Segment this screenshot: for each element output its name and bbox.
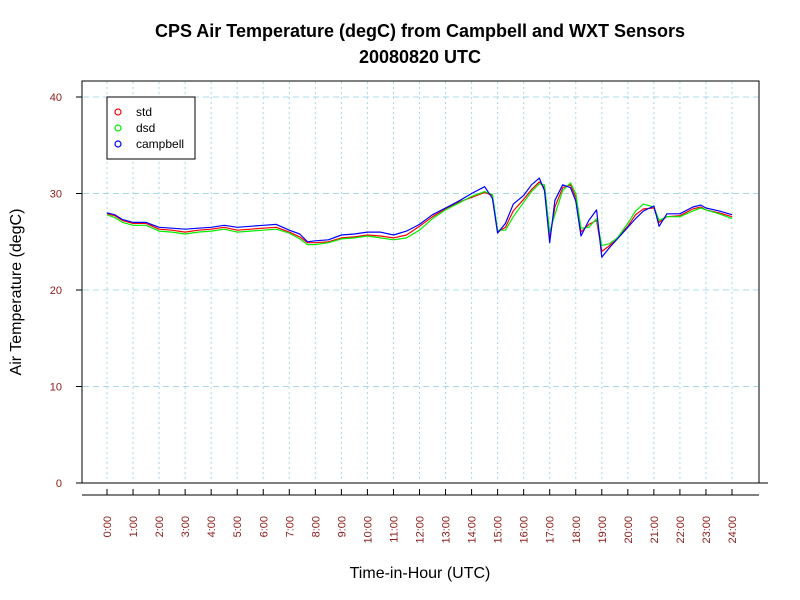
- x-tick-label-3: 3:00: [180, 516, 192, 537]
- y-tick-label-0: 0: [56, 478, 62, 490]
- x-tick-label-2: 2:00: [154, 516, 166, 537]
- x-tick-label-5: 5:00: [232, 516, 244, 537]
- x-tick-label-10: 10:00: [362, 516, 374, 544]
- x-tick-label-4: 4:00: [206, 516, 218, 537]
- x-tick-label-16: 16:00: [519, 516, 531, 544]
- legend-marker-dsd: [114, 124, 122, 132]
- x-tick-label-6: 6:00: [258, 516, 270, 537]
- x-tick-label-24: 24:00: [727, 516, 739, 544]
- legend: std dsd campbell: [106, 96, 196, 160]
- series: [106, 177, 733, 258]
- x-tick-label-19: 19:00: [597, 516, 609, 544]
- series-line-dsd: [106, 182, 733, 247]
- x-tick-label-8: 8:00: [310, 516, 322, 537]
- axes: 0 10 20 30 40 0:00 1:00 2:00 3:00 4:00 5:00 6:00 7:0…: [50, 92, 768, 544]
- chart-title: CPS Air Temperature (degC) from Campbell…: [155, 21, 685, 41]
- y-tick-label-2: 20: [50, 285, 62, 297]
- x-tick-label-9: 9:00: [336, 516, 348, 537]
- x-axis-label: Time-in-Hour (UTC): [350, 565, 491, 582]
- grid: [83, 82, 758, 482]
- x-tick-label-7: 7:00: [284, 516, 296, 537]
- x-tick-label-18: 18:00: [571, 516, 583, 544]
- y-tick-label-3: 30: [50, 189, 62, 201]
- x-tick-label-17: 17:00: [545, 516, 557, 544]
- x-tick-label-15: 15:00: [493, 516, 505, 544]
- x-tick-label-0: 0:00: [102, 516, 114, 537]
- x-tick-label-11: 11:00: [388, 516, 400, 543]
- chart-subtitle: 20080820 UTC: [359, 47, 481, 67]
- y-tick-label-1: 10: [50, 382, 62, 394]
- y-tick-label-4: 40: [50, 92, 62, 104]
- x-tick-label-21: 21:00: [649, 516, 661, 544]
- series-line-std: [106, 181, 733, 252]
- legend-label-dsd: dsd: [136, 121, 155, 135]
- x-tick-label-22: 22:00: [675, 516, 687, 544]
- y-axis-label: Air Temperature (degC): [8, 209, 25, 376]
- x-tick-label-23: 23:00: [701, 516, 713, 544]
- legend-marker-std: [114, 108, 122, 116]
- x-tick-label-14: 14:00: [467, 516, 479, 544]
- legend-box: [106, 96, 196, 160]
- x-tick-label-20: 20:00: [623, 516, 635, 544]
- x-tick-label-1: 1:00: [128, 516, 140, 537]
- series-line-campbell: [106, 177, 733, 258]
- x-tick-label-13: 13:00: [441, 516, 453, 544]
- x-tick-label-12: 12:00: [415, 516, 427, 544]
- legend-label-std: std: [136, 105, 152, 119]
- legend-marker-campbell: [114, 140, 122, 148]
- legend-label-campbell: campbell: [136, 137, 184, 151]
- plot-frame: [81, 80, 760, 484]
